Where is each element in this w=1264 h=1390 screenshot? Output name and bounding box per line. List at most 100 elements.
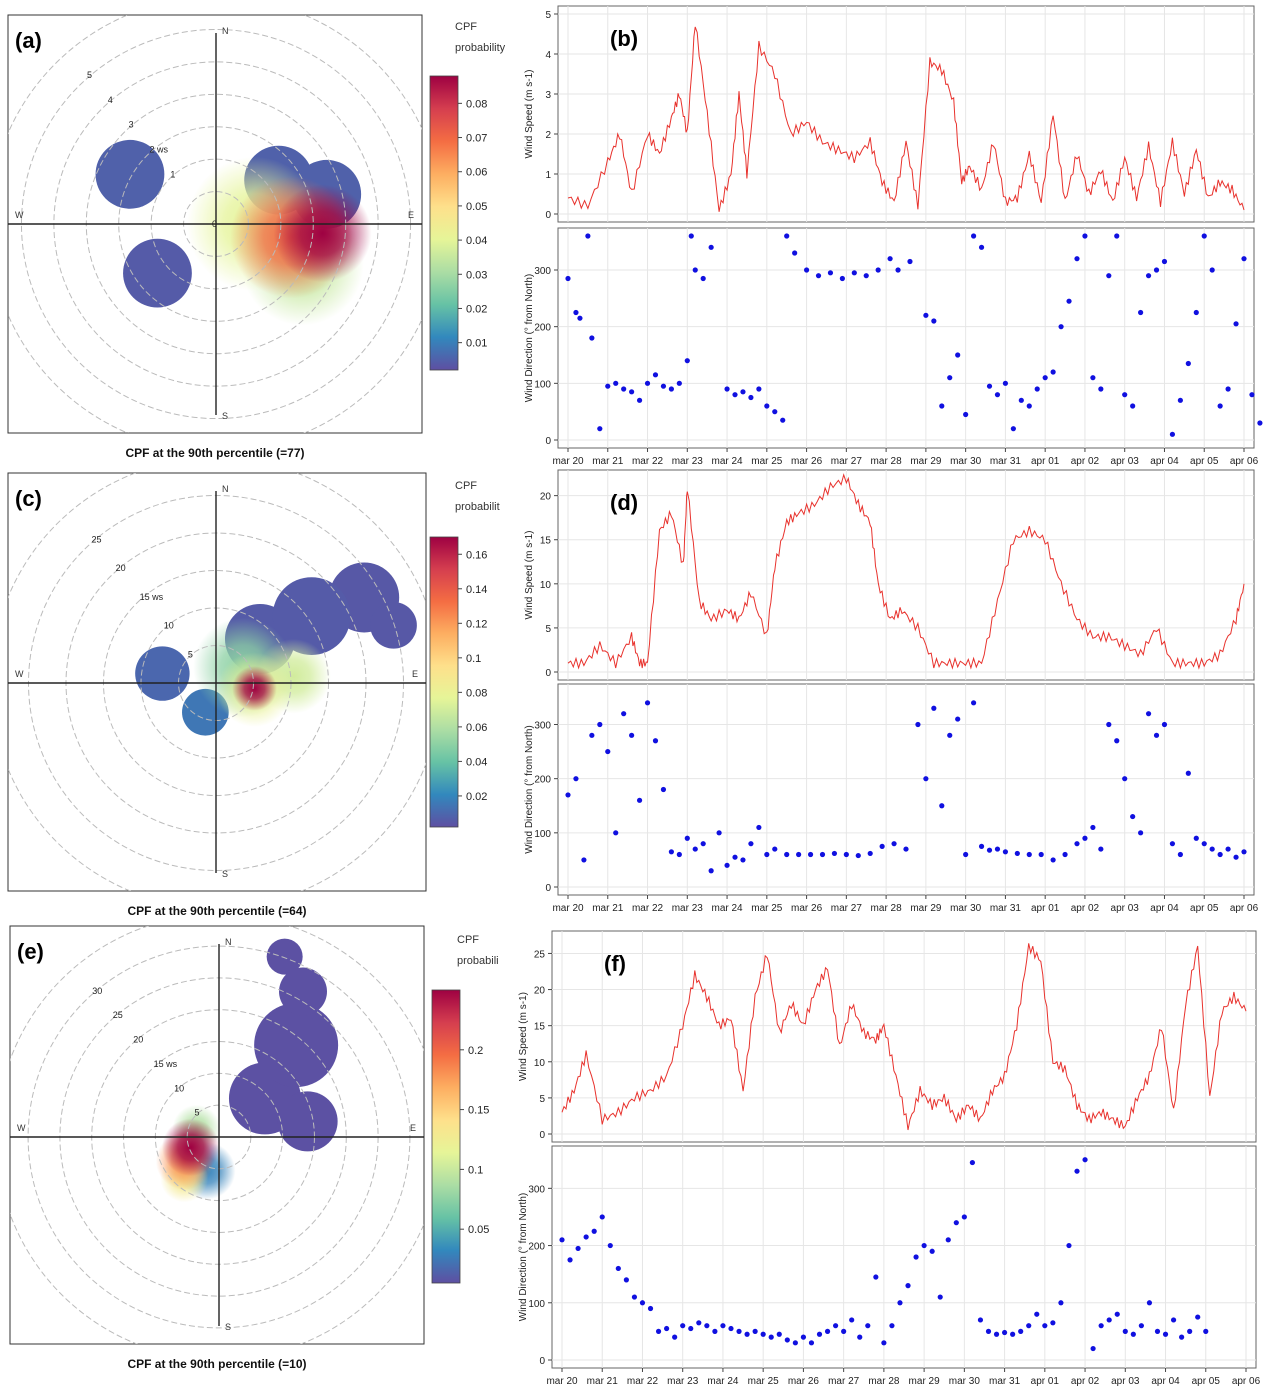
- ring-label: 10: [164, 621, 174, 631]
- wind-direction-point: [1074, 1168, 1080, 1174]
- colorbar-tick-label: 0.1: [468, 1164, 483, 1176]
- legend-title: CPF: [455, 480, 477, 492]
- wind-direction-point: [907, 258, 913, 265]
- wind-direction-point: [939, 803, 945, 809]
- wind-direction-point: [1217, 403, 1223, 409]
- cpf-hotspot: [162, 1118, 220, 1177]
- wind-direction-point: [1153, 732, 1160, 738]
- wind-direction-point: [1122, 1328, 1128, 1334]
- wind-direction-point: [680, 1323, 686, 1329]
- wind-direction-point: [621, 386, 627, 392]
- wind-direction-point: [1001, 1329, 1008, 1336]
- wind-direction-point: [700, 841, 706, 847]
- wind-direction-point: [931, 705, 937, 711]
- colorbar-tick-label: 0.03: [466, 269, 487, 281]
- colorbar-tick-label: 0.02: [466, 791, 487, 803]
- cpf-cell: [254, 1003, 339, 1088]
- x-tick-label: mar 30: [949, 1376, 981, 1387]
- x-tick-label: apr 06: [1230, 456, 1259, 467]
- wind-speed-panel: 0 5 10 15 20 25 Wind Speed (m s-1) (f): [518, 930, 1257, 1143]
- wind-direction-point: [559, 1237, 565, 1243]
- cpf-cell: [266, 938, 303, 975]
- wind-direction-point: [573, 776, 579, 782]
- x-tick-label: mar 29: [910, 456, 942, 467]
- wind-direction-point: [807, 851, 814, 858]
- x-tick-label: apr 04: [1150, 903, 1179, 914]
- compass-e: E: [408, 210, 414, 220]
- wind-direction-point: [1014, 850, 1020, 857]
- wind-direction-point: [732, 392, 738, 398]
- wind-direction-point: [716, 830, 722, 836]
- wind-direction-point: [961, 1214, 967, 1220]
- y-axis-label: Wind Direction (° from North): [524, 274, 535, 402]
- y-tick-label: 15: [540, 536, 552, 547]
- ring-label: 25: [91, 534, 101, 544]
- wind-direction-point: [1257, 420, 1263, 426]
- wind-direction-point: [1106, 1317, 1112, 1323]
- compass-n: N: [225, 937, 232, 947]
- y-tick-label: 10: [534, 1058, 546, 1069]
- wind-direction-point: [1122, 776, 1128, 782]
- wind-direction-point: [676, 851, 682, 858]
- y-tick-label: 300: [534, 266, 551, 277]
- wind-direction-point: [597, 426, 603, 432]
- wind-direction-point: [1106, 721, 1112, 728]
- wind-direction-point: [1201, 841, 1207, 847]
- wind-direction-point: [1217, 851, 1223, 858]
- wind-direction-point: [815, 273, 822, 279]
- wind-direction-point: [1146, 1300, 1153, 1306]
- x-tick-label: mar 20: [552, 903, 584, 914]
- wind-direction-point: [1170, 1317, 1177, 1323]
- y-tick-label: 100: [534, 829, 551, 840]
- wind-direction-point: [583, 1234, 589, 1240]
- y-axis-label: Wind Speed (m s-1): [524, 531, 535, 620]
- x-tick-label: mar 23: [672, 456, 704, 467]
- wind-direction-point: [978, 244, 985, 250]
- y-tick-label: 0: [545, 883, 551, 894]
- wind-direction-point: [1058, 324, 1064, 330]
- wind-direction-point: [1010, 426, 1016, 432]
- wind-direction-point: [605, 748, 611, 755]
- wind-direction-point: [1241, 256, 1247, 262]
- y-tick-label: 5: [545, 624, 551, 635]
- wind-direction-point: [1153, 267, 1160, 273]
- wind-direction-point: [740, 389, 746, 395]
- wind-direction-point: [1203, 1328, 1209, 1334]
- wind-direction-point: [668, 849, 674, 855]
- wind-direction-point: [986, 383, 993, 389]
- cpf-hotspot: [232, 666, 277, 711]
- y-tick-label: 200: [534, 775, 551, 786]
- y-axis-label: Wind Direction (° from North): [524, 725, 535, 853]
- wind-direction-point: [1209, 846, 1215, 852]
- wind-direction-point: [655, 1328, 662, 1334]
- panel-label: (a): [15, 28, 42, 53]
- wind-direction-point: [644, 700, 651, 706]
- wind-direction-point: [772, 409, 778, 415]
- colorbar: [429, 75, 459, 371]
- legend-title: CPF: [455, 21, 477, 33]
- wind-direction-point: [1114, 233, 1120, 239]
- colorbar: [431, 989, 461, 1284]
- x-tick-label: mar 27: [831, 903, 863, 914]
- ring-label: 5: [188, 649, 193, 659]
- wind-direction-point: [905, 1283, 911, 1289]
- compass-e: E: [410, 1123, 416, 1133]
- wind-direction-point: [660, 786, 667, 793]
- wind-direction-point: [978, 843, 985, 849]
- wind-direction-point: [1010, 1331, 1016, 1337]
- ring-label: 30: [92, 986, 102, 996]
- ring-label: 15 ws: [140, 592, 164, 602]
- x-tick-label: mar 29: [909, 1376, 941, 1387]
- wind-direction-point: [1130, 403, 1136, 409]
- y-tick-label: 100: [534, 379, 551, 390]
- wind-direction-point: [803, 267, 810, 273]
- wind-direction-point: [1062, 851, 1068, 858]
- wind-direction-point: [1018, 397, 1024, 403]
- wind-direction-point: [851, 270, 857, 276]
- wind-direction-point: [704, 1323, 710, 1329]
- wind-direction-point: [565, 275, 571, 282]
- colorbar-tick-label: 0.16: [466, 549, 487, 561]
